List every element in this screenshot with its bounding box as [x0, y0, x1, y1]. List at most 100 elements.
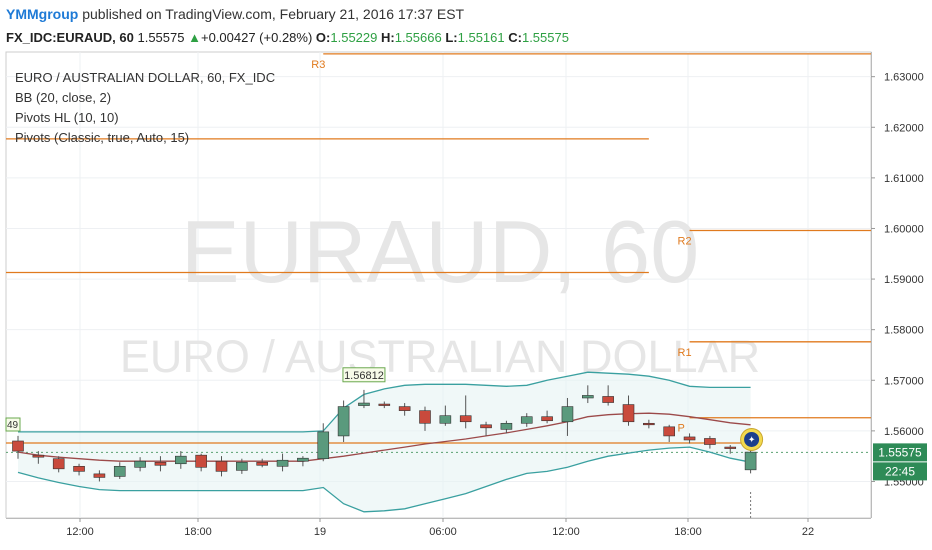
candle [337, 400, 350, 443]
price-tick-label: 1.63000 [884, 72, 924, 84]
pivot-low-value: 49 [7, 420, 19, 431]
legend-pivots-hl[interactable]: Pivots HL (10, 10) [15, 110, 119, 125]
candle [256, 458, 269, 468]
candle [663, 424, 676, 443]
candle [744, 447, 757, 474]
candle [195, 453, 207, 472]
price-tick-label: 1.62000 [884, 122, 924, 134]
high-label: H: [381, 30, 395, 45]
countdown-value: 22:45 [885, 464, 915, 478]
candle [459, 395, 472, 429]
time-tick-label: 06:00 [429, 526, 457, 538]
pivot-label-r2: R2 [678, 235, 692, 247]
candle [134, 457, 146, 472]
candle-body-down [12, 440, 24, 452]
price-tick-label: 1.58000 [884, 325, 924, 337]
publish-line: YMMgroup published on TradingView.com, F… [6, 6, 464, 22]
pivot-label-r1: R1 [678, 347, 692, 359]
time-tick-label: 19 [314, 526, 326, 538]
watermark-name: EURO / AUSTRALIAN DOLLAR [120, 331, 760, 382]
candle-body-up [744, 451, 757, 471]
candle [439, 405, 452, 426]
time-tick-label: 12:00 [66, 526, 94, 538]
candle [215, 456, 228, 477]
watermark-symbol: EURAUD, 60 [181, 202, 699, 301]
time-axis[interactable] [0, 518, 932, 550]
candle [683, 433, 696, 444]
candle [93, 470, 106, 482]
candle [113, 462, 126, 479]
legend-bb[interactable]: BB (20, close, 2) [15, 90, 112, 105]
candle [480, 421, 492, 436]
candle-body-up [297, 457, 309, 462]
close-label: C: [508, 30, 522, 45]
candle-body-down [622, 404, 635, 423]
candle [154, 456, 167, 472]
candle [643, 419, 655, 429]
candle [581, 385, 594, 404]
high-value: 1.55666 [394, 30, 442, 45]
low-value: 1.55161 [457, 30, 505, 45]
pivot-low-badge [5, 417, 21, 432]
candle-body-down [73, 465, 85, 472]
candle-body-down [643, 422, 655, 426]
candle-body-down [480, 424, 492, 429]
candle [561, 397, 574, 436]
candle [236, 458, 248, 474]
candles [12, 385, 757, 482]
candle [378, 401, 391, 409]
candle-body-up [175, 455, 187, 465]
candle [12, 435, 24, 459]
candle [520, 413, 533, 427]
legend-pivots[interactable]: Pivots (Classic, true, Auto, 15) [15, 130, 190, 145]
price-tick-label: 1.60000 [884, 223, 924, 235]
legend-title[interactable]: EURO / AUSTRALIAN DOLLAR, 60, FX_IDC [15, 70, 276, 85]
candle-body-up [134, 460, 146, 468]
candle [704, 435, 716, 449]
candle [541, 410, 553, 424]
pivot-label-r3: R3 [311, 59, 325, 71]
symbol-line: FX_IDC:EURAUD, 60 1.55575 ▲+0.00427 (+0.… [6, 30, 569, 45]
author-link[interactable]: YMMgroup [6, 6, 79, 22]
candle [622, 395, 635, 426]
candle-body-up [276, 459, 289, 467]
candle [398, 403, 411, 416]
last-price: 1.55575 [137, 30, 185, 45]
price-axis[interactable] [871, 52, 932, 518]
symbol-name: FX_IDC:EURAUD, 60 [6, 30, 134, 45]
australia-flag-icon [744, 431, 760, 447]
candle-body-up [113, 465, 126, 477]
candle-body-down [93, 473, 106, 478]
candle [175, 451, 187, 469]
time-tick-label: 12:00 [552, 526, 580, 538]
candle-body-up [236, 461, 248, 471]
candle-body-up [520, 416, 533, 424]
candle-body-up [337, 406, 350, 437]
candle-body-up [500, 422, 513, 430]
chart-header: YMMgroup published on TradingView.com, F… [0, 0, 932, 52]
candle-body-down [32, 454, 45, 458]
candle [358, 389, 370, 409]
candle-body-down [602, 396, 614, 403]
pivot-high-value: 1.56812 [344, 370, 384, 382]
level-lines: R3 R2 R1 P [6, 53, 871, 453]
pivot-high-badge [342, 367, 386, 383]
candle [297, 456, 309, 467]
candle [73, 463, 85, 476]
last-price-badge-value: 1.55575 [878, 445, 922, 459]
candle [317, 423, 330, 462]
candle-body-down [52, 458, 65, 470]
time-tick-label: 22 [802, 526, 814, 538]
price-ticks: 1.63000 1.62000 1.61000 1.60000 1.59000 1.580… [871, 72, 924, 488]
open-label: O: [315, 30, 331, 45]
close-value: 1.55575 [521, 30, 569, 45]
candle-body-down [704, 438, 716, 445]
open-value: 1.55229 [330, 30, 378, 45]
candle-body-down [154, 461, 167, 466]
candle-body-down [541, 416, 553, 422]
candle-body-down [663, 426, 676, 437]
candle [724, 445, 737, 454]
last-price-badge [873, 443, 927, 462]
candle-body-up [358, 402, 370, 406]
